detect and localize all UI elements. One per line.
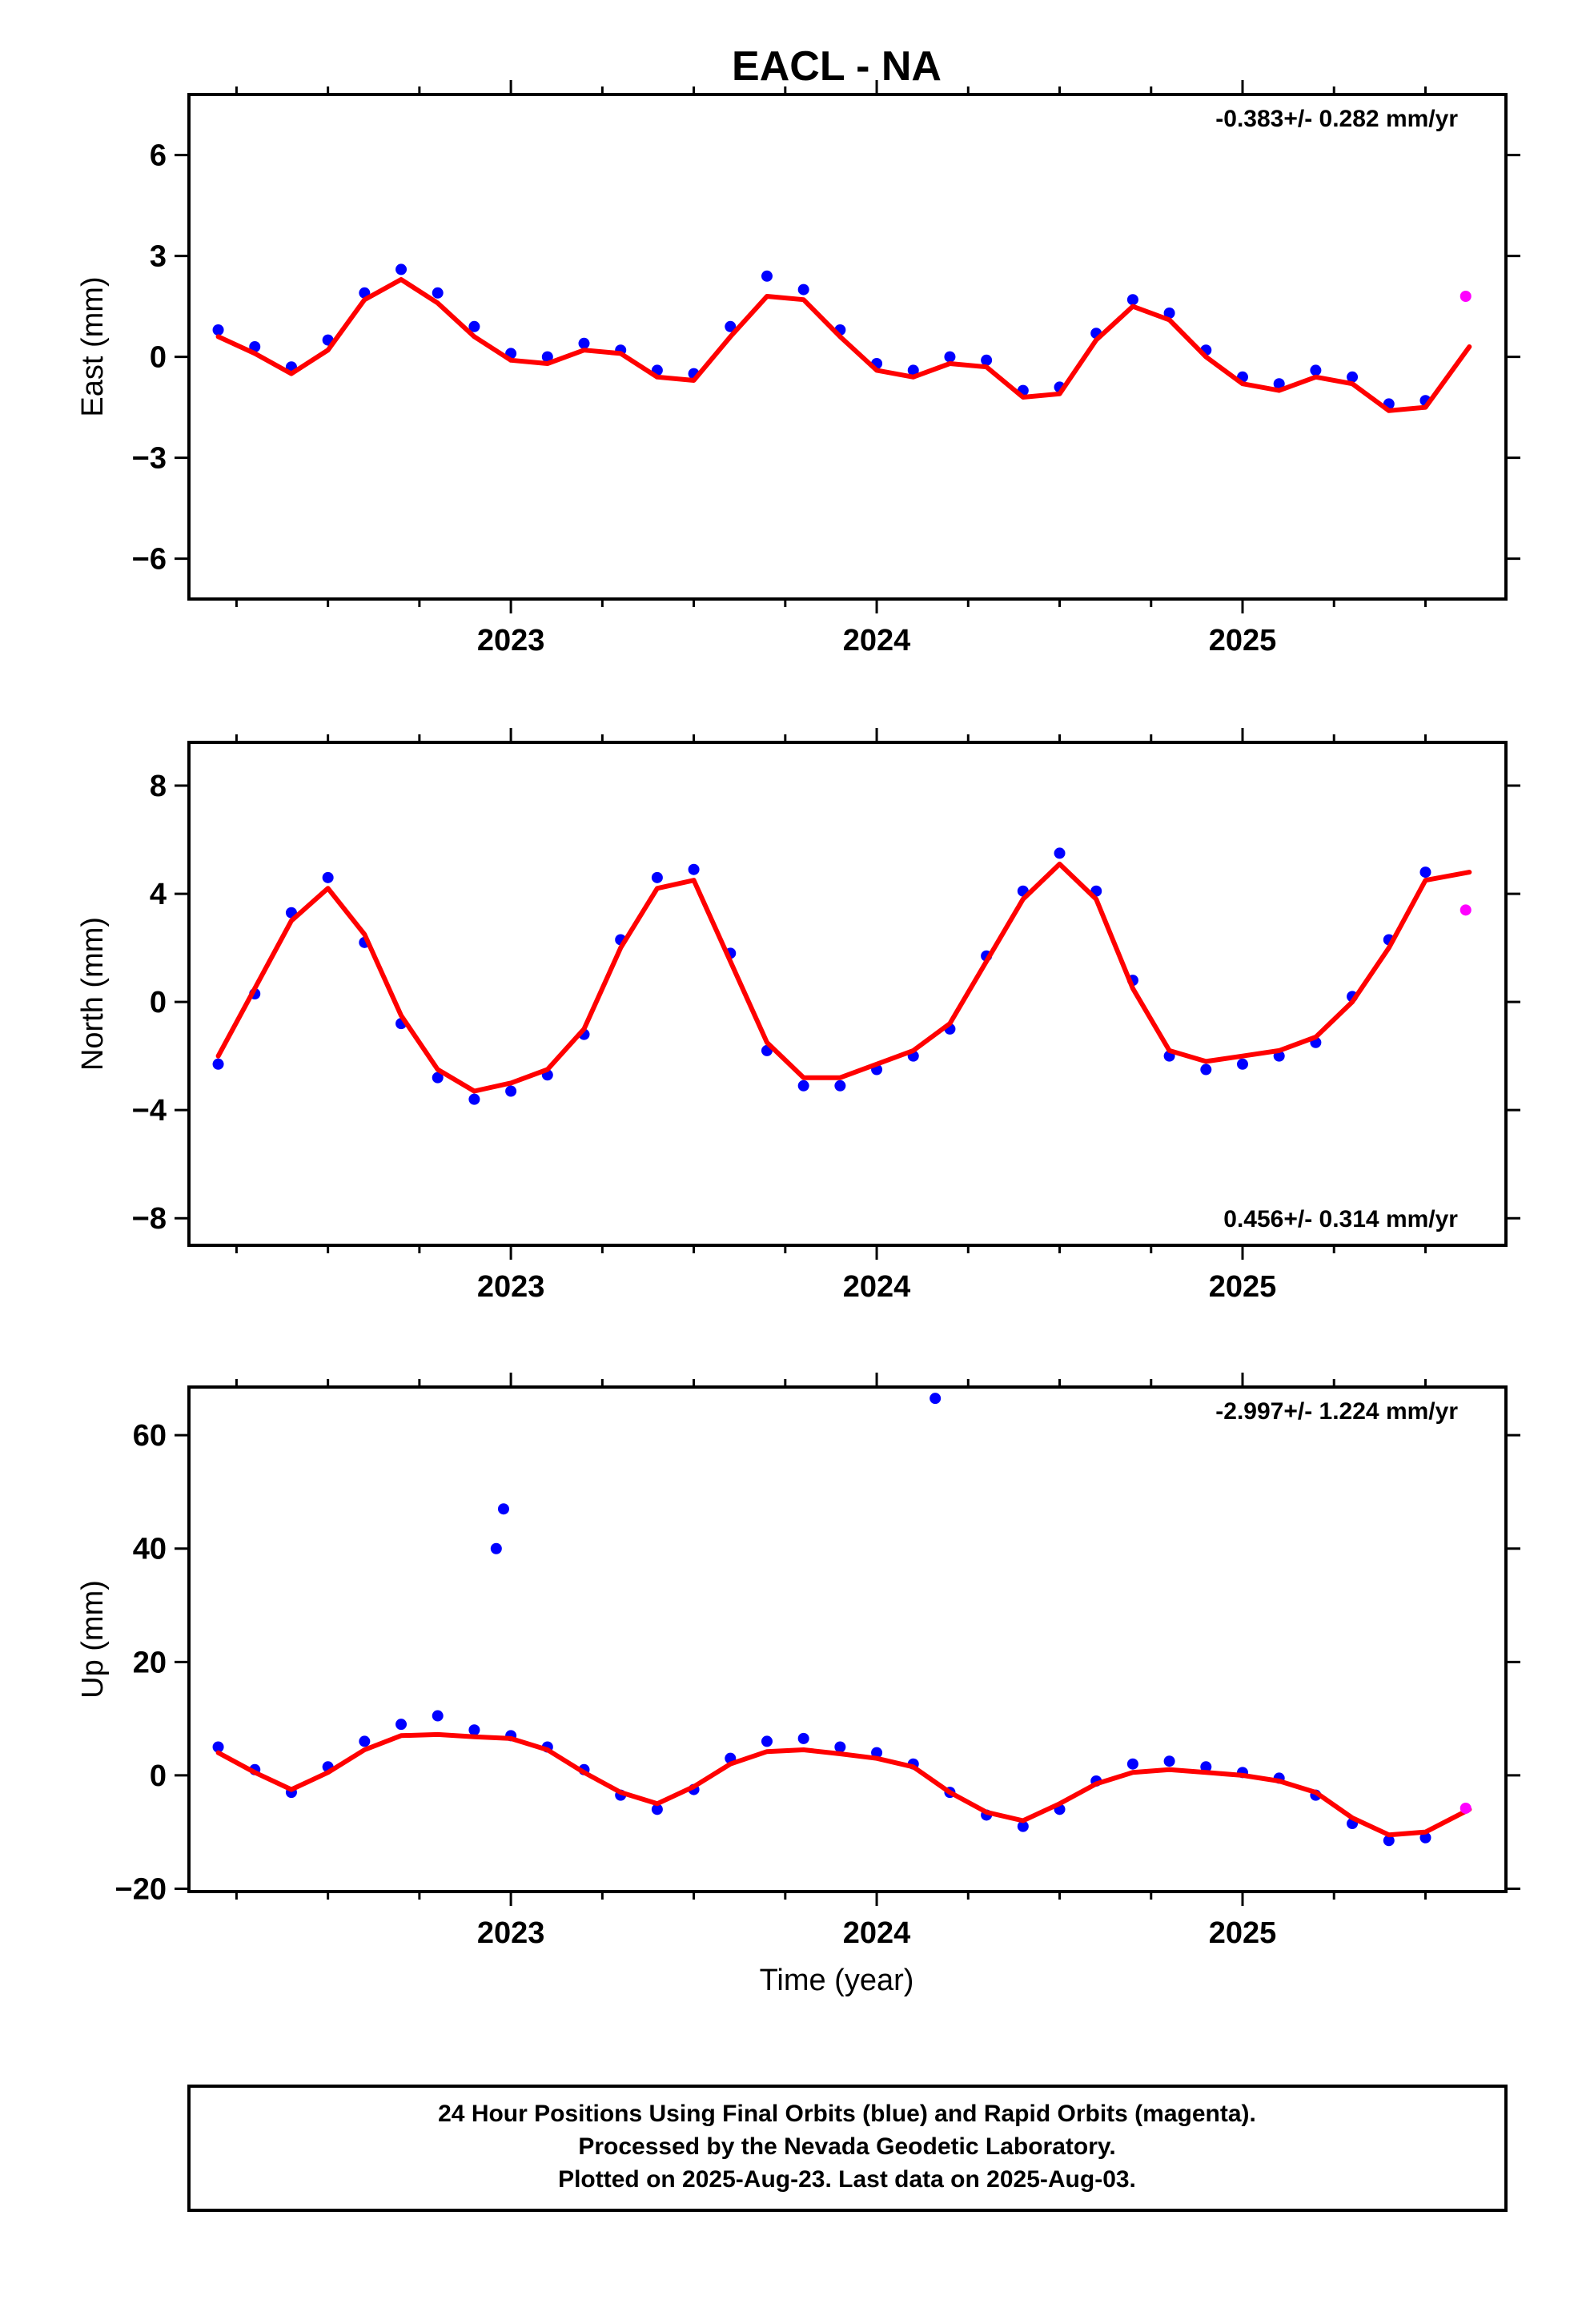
footer-frame: [187, 2085, 1508, 2212]
north-rapid-point: [1460, 904, 1472, 916]
east-final-point: [468, 320, 480, 332]
north-frame: [187, 741, 1508, 1247]
north-final-point: [1200, 1063, 1212, 1076]
east-x-tick-label: 2024: [843, 624, 911, 657]
east-y-axis-label: East (mm): [76, 276, 110, 416]
east-final-point: [907, 364, 919, 376]
x-axis-label: Time (year): [760, 1964, 914, 1997]
up-final-point: [834, 1741, 846, 1753]
north-final-point: [432, 1072, 444, 1084]
north-final-point: [468, 1093, 480, 1105]
east-final-point: [1273, 378, 1285, 390]
north-final-point: [797, 1080, 809, 1092]
up-final-point: [359, 1735, 371, 1747]
up-final-point: [212, 1741, 224, 1753]
up-x-tick-label: 2025: [1209, 1916, 1277, 1950]
north-y-tick-label: −4: [132, 1094, 167, 1128]
north-final-point: [688, 863, 700, 875]
east-final-point: [212, 324, 224, 336]
east-final-point: [1310, 364, 1322, 376]
east-final-point: [541, 351, 553, 363]
north-final-point: [1237, 1058, 1248, 1070]
footer-line-2: Processed by the Nevada Geodetic Laborat…: [578, 2133, 1115, 2160]
east-final-point: [396, 263, 408, 275]
north-y-tick-label: −8: [132, 1202, 167, 1236]
east-final-point: [797, 283, 809, 296]
east-y-tick-label: 0: [150, 341, 167, 375]
up-final-point: [490, 1542, 502, 1554]
east-final-point: [432, 287, 444, 299]
east-final-point: [981, 354, 993, 366]
east-final-point: [725, 320, 737, 332]
up-model-line: [215, 1731, 1472, 1838]
footer-line-1: 24 Hour Positions Using Final Orbits (bl…: [438, 2101, 1256, 2127]
up-final-point: [797, 1732, 809, 1744]
east-rate-label: -0.383+/- 0.282 mm/yr: [1215, 106, 1458, 132]
north-y-axis-label: North (mm): [76, 917, 110, 1071]
east-final-point: [944, 351, 956, 363]
up-rapid-point: [1460, 1802, 1472, 1814]
up-final-point: [468, 1724, 480, 1736]
north-model-line: [215, 861, 1472, 1094]
east-rapid-point: [1460, 291, 1472, 302]
up-final-point: [1017, 1820, 1029, 1832]
up-final-point: [1126, 1758, 1138, 1770]
east-final-point: [1126, 294, 1138, 306]
footer-line-3: Plotted on 2025-Aug-23. Last data on 202…: [558, 2166, 1136, 2193]
north-final-point: [1419, 866, 1431, 879]
north-y-tick-label: 8: [150, 770, 167, 803]
chart-title: EACL - NA: [732, 43, 942, 90]
east-model-line: [215, 277, 1472, 413]
up-x-tick-label: 2024: [843, 1916, 911, 1950]
up-y-tick-label: 20: [133, 1646, 167, 1679]
east-y-tick-label: −6: [132, 543, 167, 577]
north-rate-label: 0.456+/- 0.314 mm/yr: [1223, 1206, 1458, 1232]
north-final-point: [1054, 847, 1066, 859]
up-panel: 2023 2024 2025 −20 0 20 40 60 Up (mm) -2.997+/- 1…: [76, 1373, 1520, 1950]
up-y-tick-label: 60: [133, 1419, 167, 1453]
up-y-axis-label: Up (mm): [76, 1580, 110, 1699]
north-x-tick-label: 2025: [1209, 1270, 1277, 1304]
up-final-point: [651, 1803, 663, 1815]
north-final-point: [505, 1085, 517, 1097]
north-x-tick-label: 2023: [477, 1270, 545, 1304]
up-final-point: [497, 1503, 509, 1515]
north-final-point: [322, 871, 334, 883]
up-final-point: [1163, 1755, 1175, 1767]
up-x-tick-label: 2023: [477, 1916, 545, 1950]
up-final-point: [1419, 1831, 1431, 1844]
north-y-tick-label: 4: [150, 878, 167, 911]
up-final-point: [871, 1747, 883, 1759]
east-x-tick-label: 2023: [477, 624, 545, 657]
east-final-point: [761, 270, 773, 282]
north-panel: 2023 2024 2025 −8 −4 0 4 8 North (mm) 0.456+/- 0.…: [76, 728, 1520, 1304]
up-final-point: [1383, 1835, 1395, 1847]
up-y-tick-label: 0: [150, 1759, 167, 1793]
up-final-point: [396, 1719, 408, 1731]
east-panel: 2023 2024 2025 −6 −3 0 3 6 East (mm) -0.383+/- 0.…: [76, 80, 1520, 657]
east-final-point: [1163, 308, 1175, 319]
up-final-point: [761, 1735, 773, 1747]
north-final-point: [212, 1058, 224, 1070]
east-y-tick-label: 6: [150, 139, 167, 173]
east-final-point: [578, 337, 590, 349]
east-y-tick-label: 3: [150, 240, 167, 274]
up-rate-label: -2.997+/- 1.224 mm/yr: [1215, 1398, 1458, 1425]
north-y-tick-label: 0: [150, 986, 167, 1019]
up-final-point: [930, 1393, 942, 1405]
east-y-tick-label: −3: [132, 442, 167, 476]
footer-box: 24 Hour Positions Using Final Orbits (bl…: [187, 2085, 1508, 2212]
north-x-tick-label: 2024: [843, 1270, 911, 1304]
up-final-point: [432, 1710, 444, 1722]
up-frame: [187, 1385, 1508, 1893]
up-final-point: [1200, 1761, 1212, 1773]
up-y-tick-label: −20: [115, 1872, 167, 1906]
north-final-point: [834, 1080, 846, 1092]
east-x-tick-label: 2025: [1209, 624, 1277, 657]
east-final-point: [1347, 371, 1359, 383]
east-frame: [187, 93, 1508, 601]
up-y-tick-label: 40: [133, 1533, 167, 1566]
north-final-point: [651, 871, 663, 883]
